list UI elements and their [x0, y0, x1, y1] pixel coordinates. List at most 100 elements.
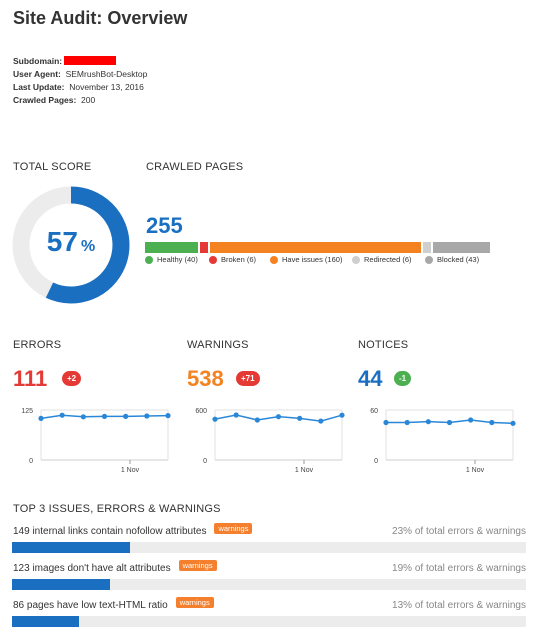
legend-label: Broken (6)	[221, 255, 257, 264]
crawled-pages-legend: Healthy (40) Broken (6) Have issues (160) R…	[145, 255, 500, 267]
crawled-bar-segment[interactable]	[423, 242, 432, 253]
legend-label: Have issues (160)	[282, 255, 343, 264]
issue-title[interactable]: 149 internal links contain nofollow attr…	[13, 526, 207, 537]
meta-last-update: Last Update: November 13, 2016	[13, 82, 144, 92]
x-axis-label: 1 Nov	[466, 467, 485, 474]
sparkline-point	[212, 416, 218, 422]
crawled-bar-segment[interactable]	[433, 242, 490, 253]
sparkline-point	[165, 413, 171, 419]
crawled-pages-label: Crawled Pages:	[13, 95, 77, 105]
metric-heading: NOTICES	[358, 339, 409, 351]
score-donut	[12, 186, 130, 304]
issue-progress-bar	[12, 616, 526, 627]
sparkline-point	[383, 419, 389, 426]
sparkline-point	[144, 413, 150, 419]
user-agent-value: SEMrushBot-Desktop	[65, 69, 148, 79]
legend-label: Healthy (40)	[157, 255, 198, 264]
y-max-label: 600	[195, 408, 207, 415]
subdomain-label: Subdomain:	[13, 56, 63, 66]
sparkline-point	[339, 412, 345, 418]
sparkline-point	[275, 414, 282, 420]
last-update-value: November 13, 2016	[69, 82, 144, 92]
score-value: 57	[46, 226, 78, 257]
meta-crawled: Crawled Pages: 200	[13, 95, 95, 105]
meta-user-agent: User Agent: SEMrushBot-Desktop	[13, 69, 147, 79]
legend-dot-icon	[270, 255, 278, 264]
sparkline-point	[297, 415, 303, 421]
sparkline-point	[404, 419, 410, 426]
y-min-label: 0	[374, 458, 378, 465]
y-min-label: 0	[29, 458, 33, 465]
legend-dot-icon	[425, 255, 433, 264]
metric-delta-badge: +2	[62, 371, 82, 386]
metric-sparkline: 600 0 1 Nov	[195, 408, 345, 474]
crawled-bar-segment[interactable]	[209, 242, 422, 253]
crawled-pages-bar	[145, 242, 490, 253]
issue-row[interactable]: 123 images don't have alt attributes warn…	[13, 560, 217, 574]
crawled-bar-segment[interactable]	[145, 242, 198, 253]
metric-value: 111	[13, 366, 48, 391]
legend-label: Blocked (43)	[437, 255, 480, 264]
issue-warnings-tag: warnings	[214, 523, 253, 534]
issue-row[interactable]: 86 pages have low text-HTML ratio warning…	[13, 597, 214, 611]
issue-progress-bar	[12, 542, 526, 553]
issue-title[interactable]: 86 pages have low text-HTML ratio	[13, 600, 168, 611]
metric-value: 44	[358, 366, 383, 391]
issue-progress-bar	[12, 579, 526, 590]
metric-delta-badge: -1	[394, 371, 412, 386]
crawled-pages-heading: CRAWLED PAGES	[146, 161, 244, 173]
sparkline-point	[38, 415, 44, 421]
metric-value: 538	[187, 366, 224, 391]
sparkline-point	[468, 417, 474, 423]
sparkline-point	[446, 419, 453, 426]
legend-item[interactable]: Have issues (160)	[270, 255, 342, 264]
issue-percentage: 19% of total errors & warnings	[392, 563, 526, 574]
legend-item[interactable]: Healthy (40)	[145, 255, 198, 264]
sparkline-point	[101, 413, 108, 419]
top-issues-heading: TOP 3 ISSUES, ERRORS & WARNINGS	[13, 503, 221, 515]
legend-dot-icon	[209, 255, 217, 264]
user-agent-label: User Agent:	[13, 69, 61, 79]
meta-subdomain: Subdomain:	[13, 56, 117, 66]
last-update-label: Last Update:	[13, 82, 65, 92]
issue-warnings-tag: warnings	[175, 597, 214, 608]
x-axis-label: 1 Nov	[295, 467, 314, 474]
sparkline-point	[425, 419, 431, 425]
score-donut-arc	[12, 186, 130, 304]
metric-sparkline: 60 0 1 Nov	[370, 408, 516, 474]
legend-label: Redirected (6)	[364, 255, 412, 264]
legend-item[interactable]: Broken (6)	[209, 255, 256, 264]
metric-delta-badge: +71	[236, 371, 260, 386]
issue-percentage: 23% of total errors & warnings	[392, 526, 526, 537]
sparkline-point	[80, 414, 86, 420]
y-min-label: 0	[203, 458, 207, 465]
sparkline-point	[489, 419, 495, 426]
issue-progress-fill	[12, 542, 131, 553]
crawled-pages-value: 200	[81, 95, 96, 105]
legend-dot-icon	[145, 255, 153, 264]
total-score-heading: TOTAL SCORE	[13, 161, 92, 173]
x-axis-label: 1 Nov	[121, 467, 140, 474]
issue-title[interactable]: 123 images don't have alt attributes	[13, 563, 171, 574]
issue-progress-fill	[12, 616, 79, 627]
legend-item[interactable]: Redirected (6)	[352, 255, 412, 264]
sparkline-point	[59, 412, 65, 418]
redacted-subdomain	[64, 56, 117, 65]
metric-sparkline: 125 0 1 Nov	[21, 408, 171, 474]
y-max-label: 125	[21, 408, 33, 415]
issue-progress-fill	[12, 579, 110, 590]
legend-dot-icon	[352, 255, 360, 264]
issue-warnings-tag: warnings	[178, 560, 217, 571]
issue-percentage: 13% of total errors & warnings	[392, 600, 526, 611]
sparkline-point	[233, 412, 239, 418]
sparkline-point	[254, 417, 260, 423]
sparkline-point	[510, 420, 516, 426]
score-unit: %	[80, 238, 96, 255]
y-max-label: 60	[370, 408, 378, 415]
page-title: Site Audit: Overview	[13, 8, 188, 28]
issue-row[interactable]: 149 internal links contain nofollow attr…	[13, 523, 253, 537]
crawled-bar-segment[interactable]	[199, 242, 208, 253]
legend-item[interactable]: Blocked (43)	[425, 255, 479, 264]
sparkline-point	[318, 418, 324, 424]
sparkline-point	[123, 413, 129, 419]
